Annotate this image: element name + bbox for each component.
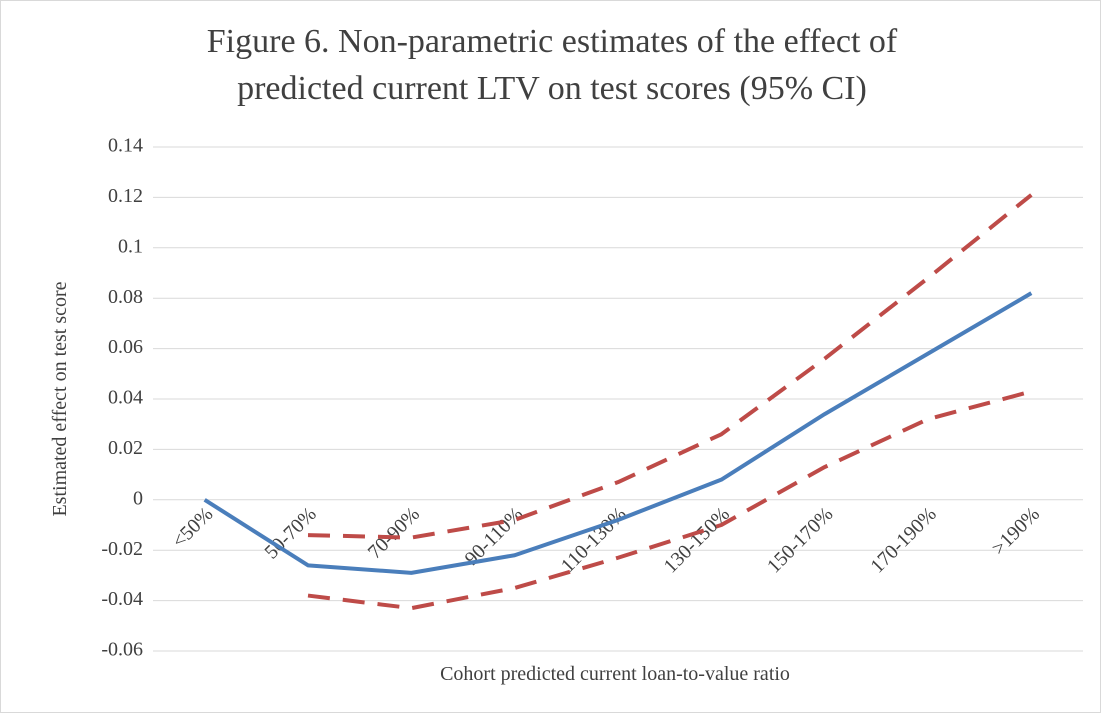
y-tick-label: -0.06 [101, 639, 143, 661]
y-tick-label: 0.08 [108, 286, 143, 308]
y-tick-label: 0 [133, 487, 143, 509]
y-tick-label: 0.04 [108, 387, 143, 409]
y-tick-label: 0.12 [108, 185, 143, 207]
y-axis-label: Estimated effect on test score [49, 281, 71, 516]
y-tick-label: 0.06 [108, 336, 143, 358]
chart-title: predicted current LTV on test scores (95… [237, 70, 867, 107]
series-line [307, 389, 1032, 611]
y-tick-label: -0.02 [101, 538, 143, 560]
chart-title: Figure 6. Non-parametric estimates of th… [207, 23, 898, 60]
y-tick-label: -0.04 [101, 588, 143, 610]
y-tick-label: 0.02 [108, 437, 143, 459]
y-tick-label: 0.1 [118, 235, 143, 257]
y-tick-label: 0.14 [108, 135, 143, 157]
series-line [307, 193, 1033, 540]
x-axis-label: Cohort predicted current loan-to-value r… [440, 663, 790, 685]
series-line [203, 291, 1033, 575]
